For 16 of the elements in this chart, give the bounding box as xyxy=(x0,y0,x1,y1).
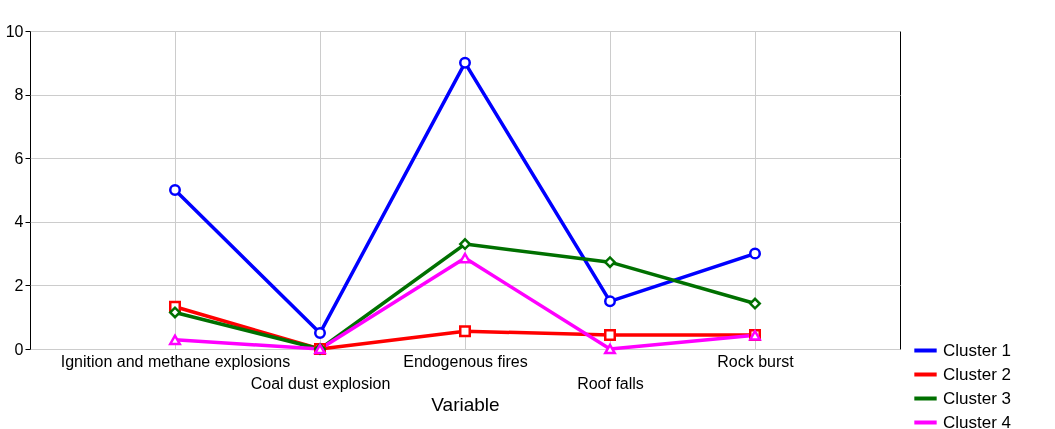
y-tick-label: 2 xyxy=(14,276,24,294)
y-tick-label: 0 xyxy=(14,340,24,358)
y-tick-label: 4 xyxy=(14,213,24,231)
legend-label: Cluster 4 xyxy=(943,412,1012,429)
x-tick-label: Ignition and methane explosions xyxy=(60,352,291,370)
x-tick-label: Endogenous fires xyxy=(403,352,528,370)
x-tick-label: Coal dust explosion xyxy=(250,374,391,392)
legend-label: Cluster 2 xyxy=(943,364,1012,384)
x-axis-title: Variable xyxy=(431,393,500,415)
legend-label: Cluster 1 xyxy=(943,340,1012,360)
y-tick-label: 6 xyxy=(14,149,24,167)
x-tick-label: Rock burst xyxy=(717,352,795,370)
y-tick-label: 10 xyxy=(5,22,24,40)
legend-label: Cluster 3 xyxy=(943,388,1012,408)
y-tick-label: 8 xyxy=(14,86,24,104)
x-tick-label: Roof falls xyxy=(577,374,644,392)
